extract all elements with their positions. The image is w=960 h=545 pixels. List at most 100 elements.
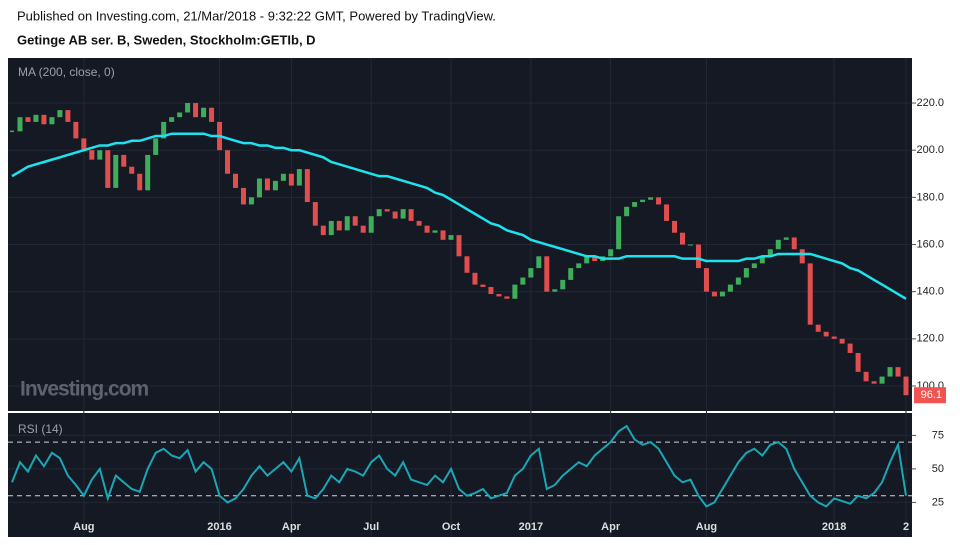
candle [624,206,630,217]
candle [177,112,183,118]
y-tick-label: 200.0 [916,144,944,156]
candle [336,220,342,231]
candle [791,237,797,250]
candle [847,343,853,353]
candle [49,117,55,125]
y-tick-label: 140.0 [916,286,944,298]
candle [185,103,191,113]
candle [400,209,406,219]
candle [608,249,614,257]
candle [496,294,502,297]
candle [687,244,693,246]
candle [432,230,438,233]
candle [879,376,885,384]
candle [392,211,398,219]
candle [576,263,582,269]
candle [815,324,821,332]
candle [512,284,518,299]
candle [312,202,318,226]
candle [344,216,350,231]
candle [17,117,23,132]
candle [648,197,654,200]
candle [105,150,111,188]
candle [153,138,159,155]
x-tick-label: Jul [363,521,379,533]
candle [121,154,127,167]
candle [520,277,526,285]
candle [368,216,374,233]
y-tick-label: 220.0 [916,97,944,109]
x-tick-label: Oct [442,521,461,533]
candle [831,336,837,339]
ma-label: MA (200, close, 0) [18,65,115,79]
y-tick-label: 160.0 [916,238,944,250]
candle [65,110,71,122]
candle [488,286,494,295]
y-tick-label: 75 [932,429,944,441]
candle [719,291,725,297]
candle [560,279,566,290]
candle [680,232,685,245]
candle [656,197,662,205]
candle [288,173,294,186]
x-tick-label: Aug [73,521,94,533]
candle [448,235,454,240]
candle [871,381,877,384]
candle [328,220,334,236]
y-tick-label: 180.0 [916,191,944,203]
candle [703,268,709,292]
candle [895,367,901,377]
candle [384,209,390,212]
candle [887,367,893,377]
candle [632,202,638,207]
candle [807,263,813,325]
x-tick-label: 2018 [822,521,846,533]
candle [528,268,534,278]
candle [57,110,63,118]
candle [759,256,765,264]
candle [568,268,574,280]
candle [464,256,470,273]
candle [129,166,135,174]
candle [672,220,678,233]
candle [296,169,302,186]
candle [839,338,845,344]
x-tick-label: Apr [601,521,621,533]
candle [376,209,382,217]
x-tick-label: 2016 [207,521,231,533]
candle [456,235,462,257]
candle [472,272,478,285]
candle [73,121,79,139]
candle [89,150,95,160]
candle [863,371,869,382]
candle [33,114,39,122]
candle [592,256,598,262]
candle [193,103,199,118]
candle [320,225,326,236]
last-price: 96.1 [921,389,942,401]
candle [145,154,151,191]
x-tick-label: Apr [282,521,302,533]
chart-title: Getinge AB ser. B, Sweden, Stockholm:GET… [17,32,316,47]
candle [584,256,590,264]
published-note: Published on Investing.com, 21/Mar/2018 … [17,8,496,23]
y-tick-label: 50 [932,463,944,475]
candle [544,256,550,292]
candle [161,121,167,139]
candle [640,199,646,203]
candle [233,173,238,188]
candle [536,256,542,269]
rsi-panel [8,413,912,537]
candle [225,150,231,174]
candle [751,263,757,269]
candle [735,277,741,285]
candle [304,169,310,203]
candle [424,225,430,233]
rsi-line [11,424,907,508]
candle [783,237,789,240]
candle [416,220,422,226]
last-price-box [914,387,946,404]
y-tick-label: 25 [932,496,944,508]
candle [799,249,805,264]
candle [823,331,829,337]
